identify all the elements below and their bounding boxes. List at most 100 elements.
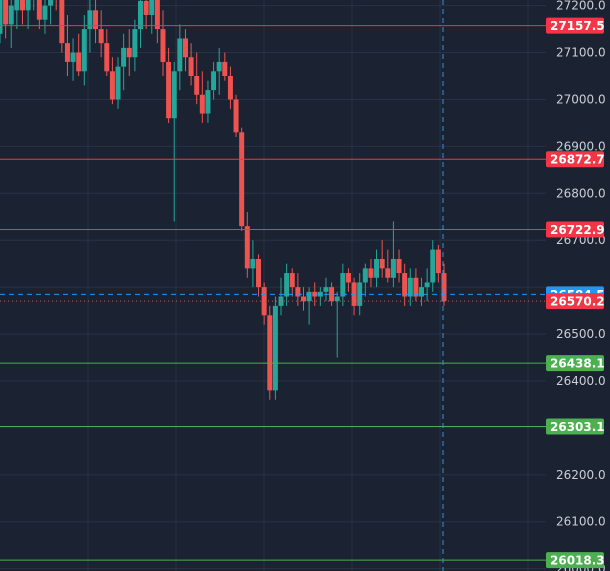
- candle[interactable]: [222, 52, 228, 81]
- candle[interactable]: [312, 282, 318, 306]
- candle[interactable]: [362, 263, 368, 297]
- candle-body: [329, 287, 335, 302]
- candle[interactable]: [3, 0, 9, 39]
- candle[interactable]: [256, 254, 262, 297]
- candle[interactable]: [19, 0, 25, 25]
- candle[interactable]: [250, 240, 256, 288]
- candle[interactable]: [396, 249, 402, 283]
- candle[interactable]: [340, 263, 346, 306]
- candle[interactable]: [402, 263, 408, 306]
- candle[interactable]: [227, 66, 233, 109]
- price-axis[interactable]: 27200.027100.027000.026900.026800.026700…: [546, 0, 610, 571]
- candle[interactable]: [357, 273, 363, 316]
- candle[interactable]: [211, 61, 217, 100]
- candle[interactable]: [244, 212, 250, 278]
- candle[interactable]: [177, 24, 183, 91]
- candle[interactable]: [216, 47, 222, 95]
- candle[interactable]: [188, 43, 194, 86]
- candle[interactable]: [0, 0, 3, 44]
- candle[interactable]: [419, 277, 425, 306]
- candle[interactable]: [368, 258, 374, 288]
- candle[interactable]: [132, 19, 138, 72]
- resistance-price-tag-label: 26722.9: [550, 223, 605, 237]
- resistance-price-tag-background: [546, 151, 604, 168]
- candle-body: [42, 5, 48, 20]
- candle-body: [402, 273, 408, 297]
- candle[interactable]: [194, 52, 200, 105]
- candle-body: [413, 277, 419, 297]
- candle[interactable]: [272, 296, 278, 400]
- candle[interactable]: [374, 249, 380, 288]
- candle[interactable]: [160, 10, 166, 77]
- candle[interactable]: [239, 127, 245, 231]
- candle[interactable]: [81, 15, 87, 86]
- candle[interactable]: [48, 0, 54, 25]
- candle[interactable]: [143, 0, 149, 30]
- candle[interactable]: [300, 287, 306, 311]
- candle[interactable]: [267, 305, 273, 400]
- candle[interactable]: [199, 71, 205, 123]
- candle[interactable]: [54, 0, 59, 11]
- candle[interactable]: [278, 277, 284, 316]
- candle[interactable]: [70, 38, 76, 81]
- candle[interactable]: [154, 0, 160, 44]
- candle[interactable]: [76, 33, 82, 77]
- candle[interactable]: [323, 277, 329, 302]
- candle[interactable]: [317, 287, 323, 306]
- candle-body: [76, 52, 82, 72]
- candle[interactable]: [329, 282, 335, 306]
- candle[interactable]: [295, 273, 301, 306]
- price-lines-layer[interactable]: [0, 25, 546, 561]
- candle-body: [256, 258, 262, 288]
- candle[interactable]: [104, 29, 110, 77]
- candle[interactable]: [31, 0, 36, 11]
- candle[interactable]: [121, 33, 127, 91]
- candle[interactable]: [379, 240, 385, 278]
- candle[interactable]: [430, 240, 436, 292]
- candle[interactable]: [109, 57, 115, 105]
- candle[interactable]: [284, 263, 290, 306]
- candle-body: [357, 282, 363, 306]
- candle-body: [93, 10, 99, 30]
- candle[interactable]: [424, 268, 430, 302]
- candle[interactable]: [306, 287, 312, 325]
- candle[interactable]: [334, 291, 340, 358]
- candle[interactable]: [385, 249, 391, 283]
- candle[interactable]: [171, 61, 177, 222]
- candle-body: [390, 258, 396, 278]
- candle[interactable]: [289, 268, 295, 297]
- candle[interactable]: [14, 0, 20, 30]
- candle[interactable]: [435, 244, 441, 283]
- candle-body: [272, 305, 278, 391]
- candle[interactable]: [390, 221, 396, 288]
- candle[interactable]: [126, 29, 132, 77]
- candle[interactable]: [233, 94, 239, 138]
- candles-layer[interactable]: [0, 0, 447, 400]
- candle[interactable]: [345, 268, 351, 292]
- candle-body: [87, 10, 93, 30]
- candle[interactable]: [138, 0, 144, 48]
- candle-body: [3, 0, 9, 25]
- support-price-tag-background: [546, 552, 604, 569]
- candle-body: [435, 249, 441, 274]
- candle[interactable]: [441, 263, 447, 306]
- candle[interactable]: [93, 0, 99, 44]
- candle[interactable]: [42, 0, 48, 34]
- candle[interactable]: [87, 0, 93, 53]
- candle[interactable]: [25, 0, 31, 30]
- candle[interactable]: [59, 0, 65, 53]
- candle[interactable]: [182, 29, 188, 72]
- candle[interactable]: [413, 268, 419, 302]
- candle[interactable]: [205, 80, 211, 123]
- candle-body: [188, 57, 194, 77]
- candle-body: [300, 296, 306, 302]
- candle[interactable]: [166, 47, 172, 123]
- candle[interactable]: [98, 10, 104, 58]
- candle[interactable]: [8, 0, 14, 48]
- candle[interactable]: [407, 268, 413, 306]
- candle[interactable]: [115, 57, 121, 109]
- candle[interactable]: [36, 0, 42, 30]
- resistance-price-tag-background: [546, 221, 604, 238]
